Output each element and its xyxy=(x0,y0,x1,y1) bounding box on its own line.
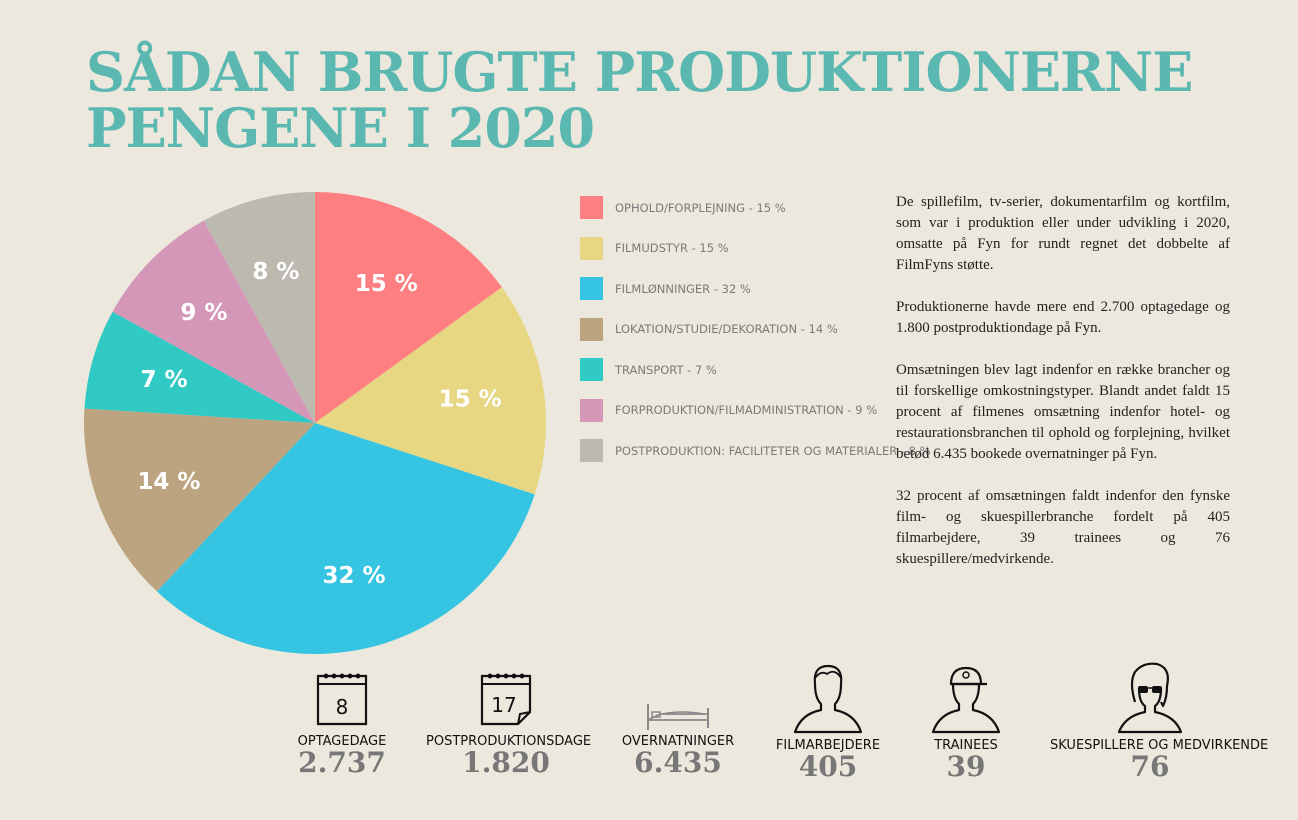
stat-label: SKUESPILLERE OG MEDVIRKENDE xyxy=(1050,738,1269,753)
legend-swatch xyxy=(580,398,603,422)
pie-slice xyxy=(83,408,315,592)
slice-label: 15 % xyxy=(439,386,502,412)
stat-skuespillere: SKUESPILLERE OG MEDVIRKENDE 76 xyxy=(1050,662,1269,783)
legend-label: POSTPRODUKTION: FACILITETER OG MATERIALE… xyxy=(615,443,931,458)
pie-slice xyxy=(315,287,546,495)
stat-label: OVERNATNINGER xyxy=(621,734,735,749)
paragraph: De spillefilm, tv-serier, dokumentarfilm… xyxy=(896,194,1230,273)
legend-label: LOKATION/STUDIE/DEKORATION - 14 % xyxy=(615,322,838,336)
stat-label: OPTAGEDAGE xyxy=(297,734,387,749)
legend-item: LOKATION/STUDIE/DEKORATION - 14 % xyxy=(580,317,931,341)
slice-label: 9 % xyxy=(180,300,227,326)
title-line-1: SÅDAN BRUGTE PRODUKTIONERNE xyxy=(86,40,1193,104)
legend-item: FILMLØNNINGER - 32 % xyxy=(580,277,931,300)
calendar-icon: 17 xyxy=(480,673,532,726)
calendar-icon: 8 xyxy=(316,673,368,726)
calendar-day: 17 xyxy=(491,693,516,717)
slice-label: 8 % xyxy=(252,259,299,285)
page-title: SÅDAN BRUGTE PRODUKTIONERNE PENGENE I 20… xyxy=(86,40,1193,160)
legend-swatch xyxy=(580,358,603,381)
legend-swatch xyxy=(580,277,603,300)
stat-value: 76 xyxy=(1130,750,1170,783)
legend-label: TRANSPORT - 7 % xyxy=(615,362,717,377)
legend-item: FILMUDSTYR - 15 % xyxy=(580,236,931,260)
person-icon xyxy=(793,664,863,734)
person-glasses-icon xyxy=(1117,662,1183,734)
legend-swatch xyxy=(580,439,603,462)
stat-overnatninger: OVERNATNINGER 6.435 xyxy=(618,662,738,777)
legend-label: OPHOLD/FORPLEJNING - 15 % xyxy=(615,200,786,215)
legend-item: TRANSPORT - 7 % xyxy=(580,358,931,381)
stat-postproduktionsdage: 17 POSTPRODUKTIONSDAGE 1.820 xyxy=(426,662,592,779)
legend-label: FILMUDSTYR - 15 % xyxy=(615,241,729,255)
pie-slice xyxy=(112,220,316,423)
bed-icon xyxy=(647,704,709,730)
stat-value: 1.820 xyxy=(462,746,550,779)
chart-legend: OPHOLD/FORPLEJNING - 15 % FILMUDSTYR - 1… xyxy=(580,196,931,480)
paragraph: 32 procent af omsætningen faldt indenfor… xyxy=(896,488,1230,567)
legend-item: FORPRODUKTION/FILMADMINISTRATION - 9 % xyxy=(580,398,931,422)
stat-trainees: TRAINEES 39 xyxy=(906,662,1026,781)
person-cap-icon xyxy=(931,666,1001,734)
legend-item: POSTPRODUKTION: FACILITETER OG MATERIALE… xyxy=(580,439,931,462)
pie-slice xyxy=(84,311,315,423)
stat-value: 405 xyxy=(798,750,858,783)
body-text: De spillefilm, tv-serier, dokumentarfilm… xyxy=(896,192,1230,591)
stat-optagedage: 8 OPTAGEDAGE 2.737 xyxy=(282,662,402,777)
stat-label: POSTPRODUKTIONSDAGE xyxy=(426,734,592,749)
stat-filmarbejdere: FILMARBEJDERE 405 xyxy=(768,662,888,781)
stat-value: 6.435 xyxy=(634,746,722,779)
pie-slice xyxy=(315,192,502,423)
legend-label: FORPRODUKTION/FILMADMINISTRATION - 9 % xyxy=(615,403,878,417)
pie-slice xyxy=(203,192,315,423)
stat-value: 2.737 xyxy=(298,746,386,779)
stat-value: 39 xyxy=(946,750,986,783)
paragraph: Produktionerne havde mere end 2.700 opta… xyxy=(896,299,1230,336)
paragraph: Omsætningen blev lagt indenfor en række … xyxy=(896,362,1230,462)
slice-label: 14 % xyxy=(137,469,200,495)
calendar-day: 8 xyxy=(336,695,349,719)
legend-swatch xyxy=(580,196,603,219)
slice-label: 32 % xyxy=(323,563,386,589)
legend-label: FILMLØNNINGER - 32 % xyxy=(615,281,751,296)
pie-slice xyxy=(156,423,535,654)
legend-item: OPHOLD/FORPLEJNING - 15 % xyxy=(580,196,931,219)
legend-swatch xyxy=(580,236,603,260)
stat-label: FILMARBEJDERE xyxy=(775,738,881,753)
slice-label: 7 % xyxy=(141,367,188,393)
pie-chart: 15 % 15 % 32 % 14 % 7 % 9 % 8 % xyxy=(83,192,546,654)
title-line-2: PENGENE I 2020 xyxy=(86,96,595,160)
legend-swatch xyxy=(580,317,603,341)
slice-label: 15 % xyxy=(355,271,418,297)
stat-label: TRAINEES xyxy=(934,738,998,753)
